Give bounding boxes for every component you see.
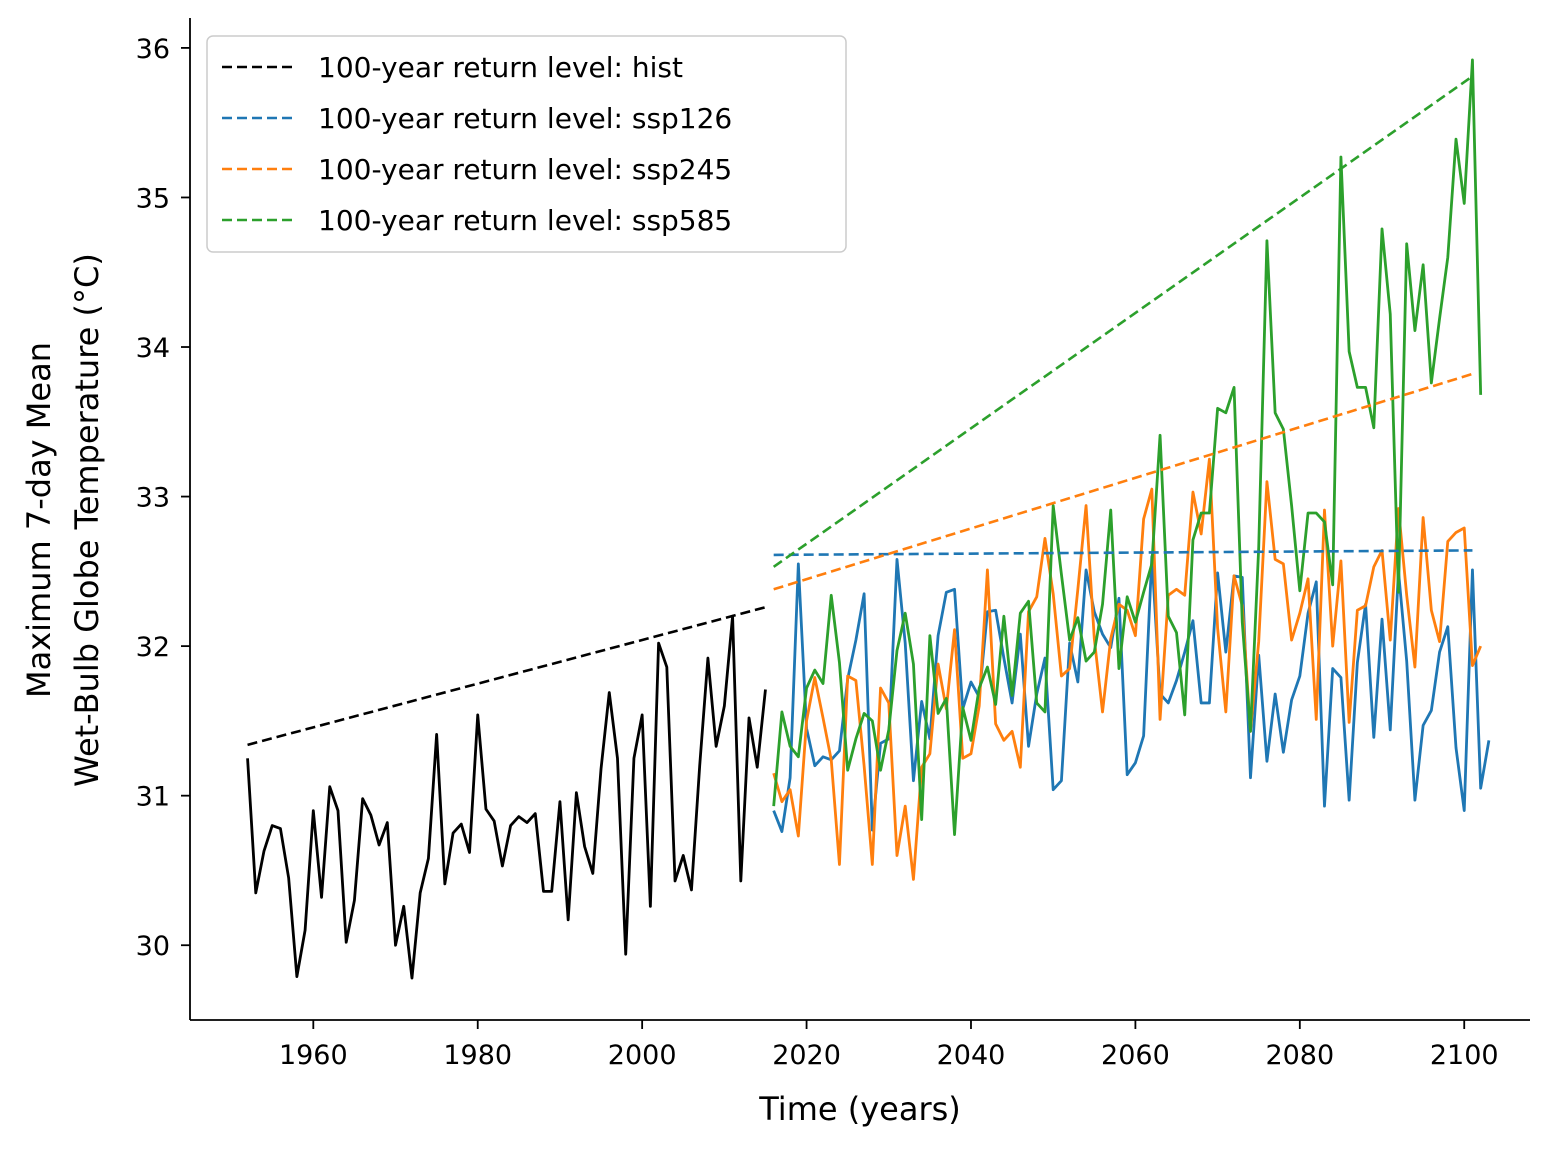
legend-label-ssp126: 100-year return level: ssp126 xyxy=(318,102,732,135)
x-ticks: 1960 1980 2000 2020 2040 2060 2080 2100 xyxy=(279,1020,1499,1071)
plot-area xyxy=(246,58,1491,980)
x-tick-label: 2100 xyxy=(1430,1040,1499,1071)
axes xyxy=(189,18,1530,1021)
x-tick-label: 2040 xyxy=(937,1040,1006,1071)
return-level-line-ssp245 xyxy=(773,372,1473,591)
x-tick-label: 2080 xyxy=(1265,1040,1334,1071)
x-tick-label: 2000 xyxy=(608,1040,677,1071)
legend-label-ssp245: 100-year return level: ssp245 xyxy=(318,153,732,186)
return-level-line-ssp126 xyxy=(773,549,1473,557)
y-axis-label-line-1: Maximum 7-day Mean xyxy=(20,342,58,698)
x-tick-label: 2020 xyxy=(772,1040,841,1071)
series-line-ssp126 xyxy=(772,554,1491,833)
legend-label-ssp585: 100-year return level: ssp585 xyxy=(318,204,732,237)
y-tick-label: 34 xyxy=(136,333,170,364)
return-level-line-hist xyxy=(247,605,766,747)
x-tick-label: 1960 xyxy=(279,1040,348,1071)
legend-entry-hist: 100-year return level: hist xyxy=(222,51,683,84)
series-line-ssp585 xyxy=(772,58,1483,836)
x-axis-label: Time (years) xyxy=(758,1090,961,1128)
y-tick-label: 32 xyxy=(136,632,170,663)
y-axis-label-line-2: Wet-Bulb Globe Temperature (°C) xyxy=(68,253,106,787)
legend-frame xyxy=(206,35,847,253)
return-level-line-ssp585 xyxy=(772,75,1474,568)
y-tick-label: 33 xyxy=(136,483,170,514)
legend-entry-ssp126: 100-year return level: ssp126 xyxy=(222,102,732,135)
series-line-hist xyxy=(246,614,767,980)
y-tick-label: 36 xyxy=(136,34,170,65)
y-tick-label: 30 xyxy=(136,931,170,962)
x-tick-label: 1980 xyxy=(443,1040,512,1071)
legend-entry-ssp245: 100-year return level: ssp245 xyxy=(222,153,732,186)
y-tick-label: 31 xyxy=(136,782,170,813)
legend-label-hist: 100-year return level: hist xyxy=(318,51,683,84)
y-ticks: 30 31 32 33 34 35 36 xyxy=(136,34,190,962)
series-line-ssp245 xyxy=(772,457,1482,881)
y-tick-label: 35 xyxy=(136,183,170,214)
x-tick-label: 2060 xyxy=(1101,1040,1170,1071)
legend-entry-ssp585: 100-year return level: ssp585 xyxy=(222,204,732,237)
y-axis-label: Maximum 7-day Mean Wet-Bulb Globe Temper… xyxy=(20,253,106,787)
legend: 100-year return level: hist 100-year ret… xyxy=(206,35,847,253)
